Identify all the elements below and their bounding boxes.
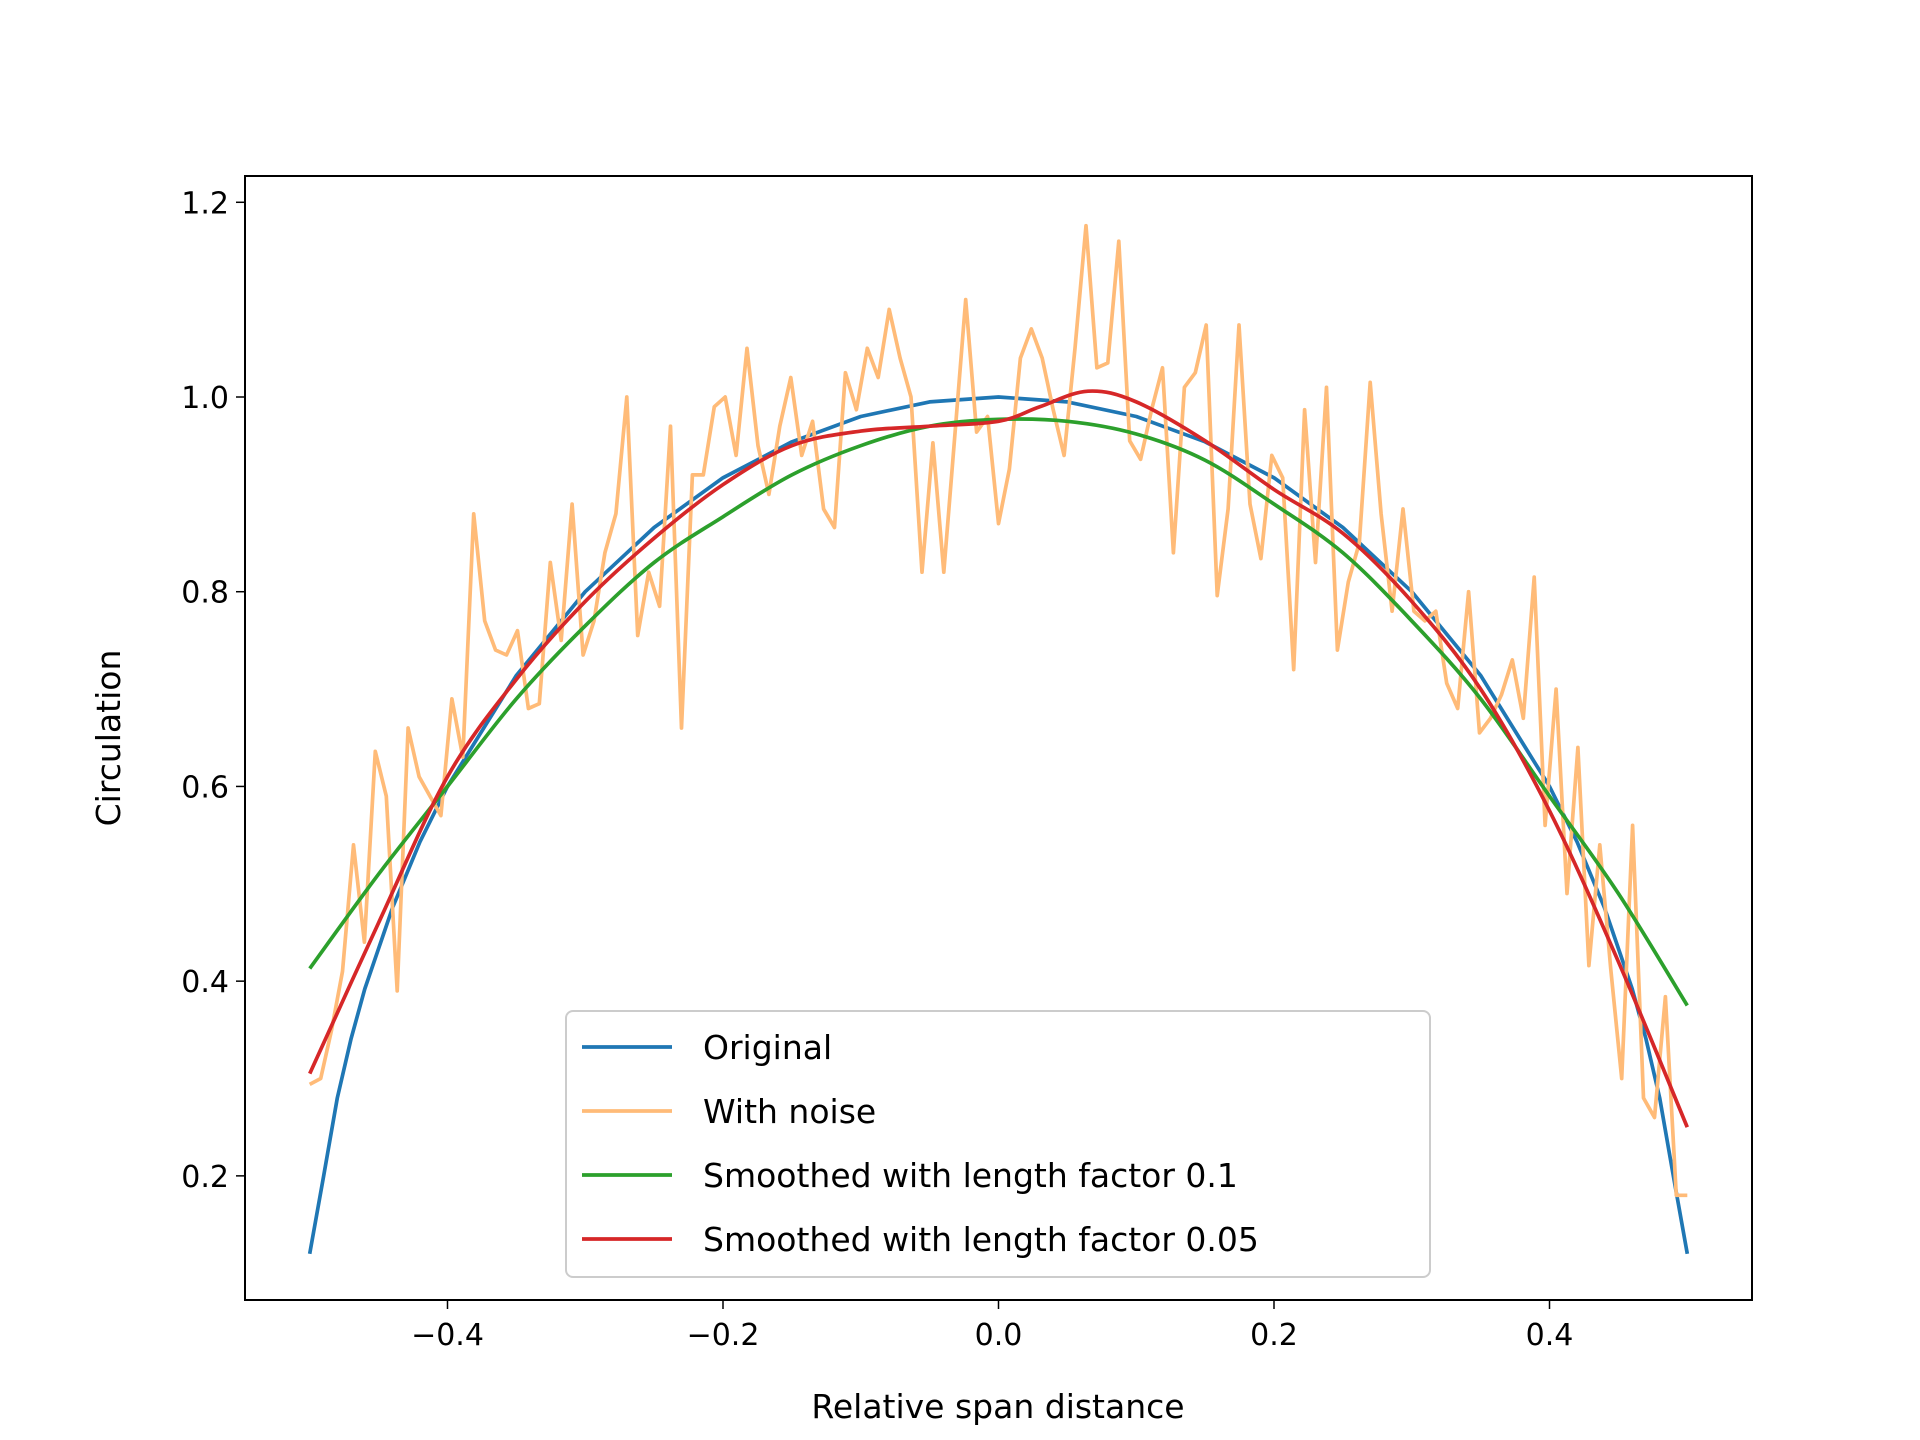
x-axis-label: Relative span distance bbox=[811, 1387, 1184, 1426]
series-line-4 bbox=[308, 389, 1689, 1128]
x-tick-label: 0.4 bbox=[1526, 1318, 1574, 1353]
series-line-3 bbox=[308, 417, 1689, 1007]
y-tick-label: 0.6 bbox=[181, 770, 229, 805]
legend-label: With noise bbox=[703, 1092, 876, 1131]
plot-area bbox=[307, 223, 1690, 1255]
axes-frame bbox=[244, 175, 1753, 1301]
legend-label: Smoothed with length factor 0.05 bbox=[703, 1220, 1259, 1259]
y-tick-label: 0.8 bbox=[181, 576, 229, 611]
legend-box bbox=[565, 1010, 1431, 1278]
y-axis-label: Circulation bbox=[89, 650, 128, 827]
axes: −0.4 −0.2 0.0 0.2 0.4 0.2 0.4 0.6 0.8 1.0 1.2 bbox=[181, 175, 1753, 1353]
x-tick-label: −0.2 bbox=[687, 1318, 760, 1353]
series-line-2 bbox=[308, 223, 1688, 1198]
y-tick-label: 0.2 bbox=[181, 1160, 229, 1195]
y-tick-label: 1.2 bbox=[181, 186, 229, 221]
y-tick-label: 0.4 bbox=[181, 965, 229, 1000]
legend-label: Original bbox=[703, 1028, 832, 1067]
x-tick-label: −0.4 bbox=[411, 1318, 484, 1353]
legend: Original With noise Smoothed with length f… bbox=[565, 1010, 1431, 1278]
y-tick-label: 1.0 bbox=[181, 381, 229, 416]
x-tick-label: 0.2 bbox=[1250, 1318, 1298, 1353]
x-tick-label: 0.0 bbox=[975, 1318, 1023, 1353]
legend-label: Smoothed with length factor 0.1 bbox=[703, 1156, 1238, 1195]
